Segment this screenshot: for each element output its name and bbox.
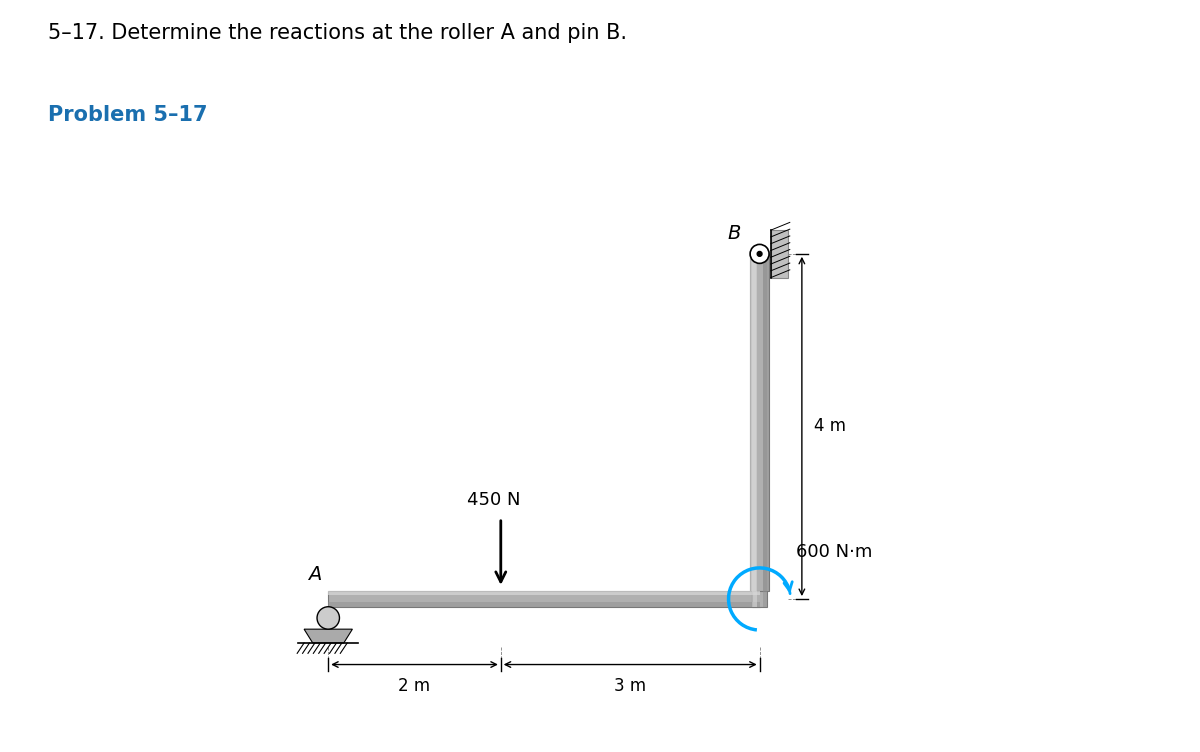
Text: 2 m: 2 m <box>398 677 431 695</box>
Text: 450 N: 450 N <box>467 491 521 509</box>
Polygon shape <box>750 254 769 591</box>
Bar <box>770 230 788 277</box>
Text: Problem 5–17: Problem 5–17 <box>48 105 208 126</box>
Text: 600 N·m: 600 N·m <box>796 542 872 560</box>
Polygon shape <box>329 602 760 607</box>
Circle shape <box>750 244 769 263</box>
Polygon shape <box>329 591 760 607</box>
Text: 3 m: 3 m <box>614 677 647 695</box>
Text: 5–17. Determine the reactions at the roller A and pin B.: 5–17. Determine the reactions at the rol… <box>48 23 628 43</box>
Text: 4 m: 4 m <box>814 417 846 435</box>
Circle shape <box>757 251 762 256</box>
Polygon shape <box>752 254 757 607</box>
Text: B: B <box>727 223 740 243</box>
Polygon shape <box>752 254 767 607</box>
Polygon shape <box>763 254 769 591</box>
Text: A: A <box>308 566 322 584</box>
Polygon shape <box>304 629 353 643</box>
Polygon shape <box>750 254 756 591</box>
Circle shape <box>317 607 340 629</box>
Polygon shape <box>763 254 767 607</box>
Polygon shape <box>329 591 760 595</box>
